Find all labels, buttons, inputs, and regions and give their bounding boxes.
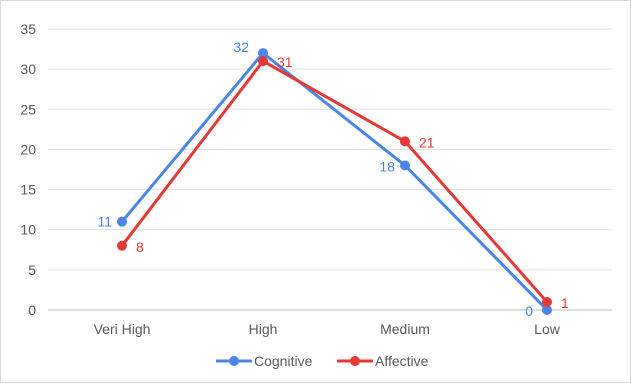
data-label-affective: 31 (277, 54, 293, 70)
data-point-affective (400, 136, 410, 147)
y-tick-label: 0 (28, 302, 36, 318)
y-tick-label: 10 (20, 222, 36, 238)
series-line-cognitive (120, 51, 549, 312)
y-axis-tick-labels: 0 5 10 15 20 25 30 35 (20, 21, 36, 318)
data-point-cognitive (400, 160, 410, 171)
legend-label: Affective (375, 353, 429, 369)
legend-item-affective[interactable]: Affective (337, 353, 429, 369)
legend-swatch-marker (229, 356, 239, 366)
y-tick-label: 30 (20, 61, 36, 77)
y-tick-label: 15 (20, 182, 36, 198)
data-label-affective: 1 (561, 295, 569, 311)
x-category-label: High (249, 321, 278, 337)
legend-label: Cognitive (254, 353, 313, 369)
legend-item-cognitive[interactable]: Cognitive (216, 353, 313, 369)
y-tick-label: 25 (20, 101, 36, 117)
x-category-label: Medium (380, 321, 430, 337)
data-point-cognitive (117, 216, 127, 227)
data-label-affective: 21 (419, 134, 435, 150)
data-point-cognitive (542, 305, 552, 315)
data-labels: 11 32 18 0 8 31 21 1 (97, 39, 569, 319)
data-point-affective (542, 296, 552, 307)
data-point-affective (117, 240, 127, 251)
data-point-affective (258, 56, 268, 67)
y-tick-label: 35 (20, 21, 36, 37)
x-axis-category-labels: Veri High High Medium Low (94, 321, 561, 337)
legend-swatch-marker (350, 356, 360, 366)
series-line-affective (120, 59, 549, 304)
y-tick-label: 20 (20, 141, 36, 157)
series-lines (117, 48, 552, 315)
data-label-cognitive: 32 (233, 39, 249, 55)
y-tick-label: 5 (28, 262, 36, 278)
data-label-cognitive: 11 (97, 214, 112, 230)
gridlines (48, 28, 612, 311)
data-point-cognitive (258, 48, 268, 59)
data-label-cognitive: 18 (379, 158, 395, 174)
data-label-affective: 8 (136, 239, 144, 255)
x-category-label: Low (534, 321, 561, 337)
x-category-label: Veri High (94, 321, 151, 337)
legend: Cognitive Affective (216, 353, 429, 369)
data-label-cognitive: 0 (525, 303, 533, 319)
